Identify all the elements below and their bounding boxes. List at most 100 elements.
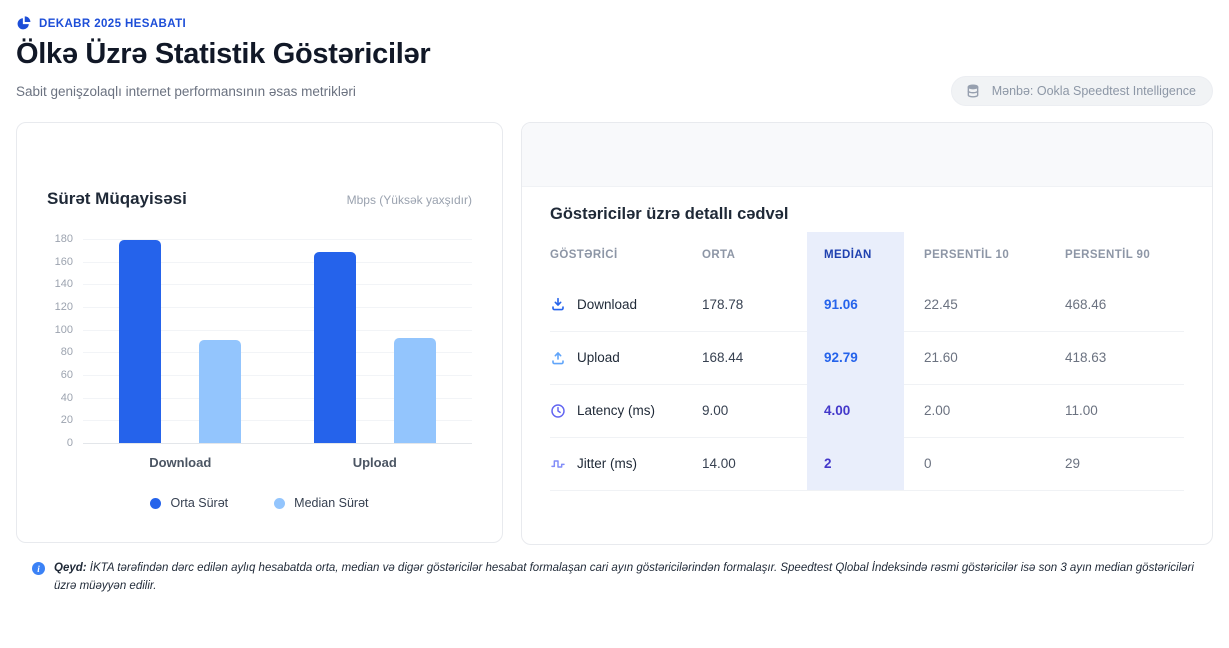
- bar-group-download: [83, 239, 278, 443]
- metric-label: Latency (ms): [577, 403, 656, 418]
- y-axis-tick-label: 0: [66, 437, 73, 449]
- y-axis-tick-label: 40: [60, 391, 73, 404]
- chart-y-axis: 180 160 140 120 100 80 60 40 20 0: [47, 233, 83, 449]
- report-eyebrow: DEKABR 2025 HESABATI: [16, 16, 1213, 31]
- table-heading: Göstəricilər üzrə detallı cədvəl: [550, 205, 789, 223]
- y-axis-tick-label: 120: [54, 301, 73, 313]
- y-axis-tick-label: 160: [54, 255, 73, 268]
- persentil-10-value: 22.45: [904, 278, 1065, 332]
- upload-icon: [550, 350, 566, 366]
- gridline: [83, 284, 472, 286]
- orta-value: 178.78: [702, 278, 807, 332]
- metric-label: Jitter (ms): [577, 456, 637, 471]
- table-row-download: Download 178.78 91.06 22.45 468.46: [550, 278, 1184, 332]
- column-header-median: MEDİAN: [807, 232, 904, 278]
- y-axis-tick-label: 180: [54, 233, 73, 245]
- source-badge-label: Mənbə: Ookla Speedtest Intelligence: [991, 84, 1196, 98]
- info-icon: i: [32, 562, 45, 575]
- orta-value: 14.00: [702, 437, 807, 491]
- source-badge: Mənbə: Ookla Speedtest Intelligence: [950, 76, 1213, 106]
- column-header-persentil-10: PERSENTİL 10: [924, 249, 1010, 261]
- gridline: [83, 239, 472, 240]
- gridline: [83, 397, 472, 399]
- table-body: Download 178.78 91.06 22.45 468.46 Upload 168.…: [550, 278, 1184, 491]
- gridline: [83, 352, 472, 354]
- chart-plot-area: [83, 239, 472, 444]
- median-value: 91.06: [807, 278, 904, 331]
- metrics-table: GÖSTƏRİCİ ORTA MEDİAN PERSENTİL 10 PERSE…: [550, 232, 1184, 491]
- legend-item-median-sürət: Median Sürət: [274, 496, 369, 510]
- download-icon: [550, 296, 566, 312]
- jitter-icon: [550, 456, 566, 472]
- pie-chart-logo-icon: [16, 16, 31, 31]
- x-axis-label-upload: Upload: [352, 455, 397, 470]
- median-value: 92.79: [807, 331, 904, 384]
- median-value: 4.00: [807, 384, 904, 437]
- database-icon: [966, 84, 980, 98]
- gridline: [83, 261, 472, 263]
- y-axis-tick-label: 80: [60, 346, 73, 359]
- table-row-upload: Upload 168.44 92.79 21.60 418.63: [550, 331, 1184, 385]
- gridline: [83, 329, 472, 331]
- orta-value: 9.00: [702, 384, 807, 438]
- bar-median-sürət-download: [199, 339, 242, 443]
- bar-group-upload: [278, 239, 473, 443]
- legend-label: Orta Sürət: [170, 496, 229, 510]
- y-axis-tick-label: 20: [60, 414, 73, 427]
- persentil-90-value: 11.00: [1065, 384, 1184, 438]
- chart-unit-label: Mbps (Yüksək yaxşıdır): [346, 193, 472, 207]
- metric-cell: Download: [550, 278, 702, 332]
- table-card-header-band: [522, 123, 1212, 187]
- bar-orta-sürət-upload: [313, 252, 356, 443]
- persentil-90-value: 468.46: [1065, 278, 1184, 332]
- legend-dot: [150, 497, 162, 509]
- gridline: [83, 375, 472, 376]
- persentil-90-value: 418.63: [1065, 331, 1184, 385]
- footnote-label: Qeyd:: [54, 562, 90, 574]
- column-header-metric: GÖSTƏRİCİ: [550, 249, 618, 261]
- bar-orta-sürət-download: [119, 240, 162, 443]
- chart-bars: [83, 239, 472, 443]
- table-row-latency-ms-: Latency (ms) 9.00 4.00 2.00 11.00: [550, 384, 1184, 438]
- gridline: [83, 420, 472, 422]
- y-axis-tick-label: 140: [54, 278, 73, 291]
- bar-chart: 180 160 140 120 100 80 60 40 20 0: [47, 233, 472, 449]
- chart-title: Sürət Müqayisəsi: [47, 189, 187, 208]
- chart-legend: Orta Sürət Median Sürət: [47, 496, 472, 510]
- chart-x-axis: Download Upload: [83, 455, 472, 470]
- y-axis-tick-label: 60: [60, 369, 73, 381]
- gridline: [83, 443, 472, 444]
- metrics-table-card: Göstəricilər üzrə detallı cədvəl GÖSTƏRİ…: [521, 122, 1213, 545]
- metric-label: Download: [577, 296, 638, 312]
- table-row-jitter-ms-: Jitter (ms) 14.00 2 0 29: [550, 437, 1184, 491]
- bar-median-sürət-upload: [393, 337, 436, 443]
- page-title: Ölkə Üzrə Statistik Göstəricilər: [16, 38, 431, 70]
- legend-item-orta-sürət: Orta Sürət: [150, 496, 228, 510]
- median-value: 2: [807, 437, 904, 491]
- metric-cell: Upload: [550, 331, 702, 385]
- footnote-text: Qeyd: İKTA tərəfindən dərc edilən aylıq …: [54, 559, 1197, 596]
- persentil-10-value: 21.60: [904, 331, 1065, 385]
- legend-dot: [274, 497, 286, 509]
- persentil-10-value: 2.00: [904, 384, 1065, 438]
- page-header: DEKABR 2025 HESABATI Ölkə Üzrə Statistik…: [16, 16, 1213, 106]
- column-header-orta: ORTA: [702, 249, 736, 261]
- page-subtitle: Sabit genişzolaqlı internet performansın…: [16, 83, 356, 99]
- metric-cell: Jitter (ms): [550, 437, 702, 491]
- persentil-10-value: 0: [904, 437, 1065, 491]
- speed-comparison-chart-card: Sürət Müqayisəsi Mbps (Yüksək yaxşıdır) …: [16, 122, 503, 543]
- table-header-row: GÖSTƏRİCİ ORTA MEDİAN PERSENTİL 10 PERSE…: [550, 232, 1184, 278]
- orta-value: 168.44: [702, 331, 807, 385]
- column-header-persentil-90: PERSENTİL 90: [1065, 249, 1151, 261]
- legend-label: Median Sürət: [294, 496, 369, 510]
- clock-icon: [550, 403, 566, 419]
- metric-label: Upload: [577, 350, 620, 365]
- metric-cell: Latency (ms): [550, 384, 702, 438]
- footnote-body: İKTA tərəfindən dərc edilən aylıq hesaba…: [54, 562, 1194, 593]
- report-period-label: DEKABR 2025 HESABATI: [39, 17, 187, 30]
- y-axis-tick-label: 100: [54, 323, 73, 336]
- gridline: [83, 307, 472, 308]
- x-axis-label-download: Download: [149, 455, 212, 470]
- persentil-90-value: 29: [1065, 437, 1184, 491]
- footnote: i Qeyd: İKTA tərəfindən dərc edilən aylı…: [32, 559, 1197, 596]
